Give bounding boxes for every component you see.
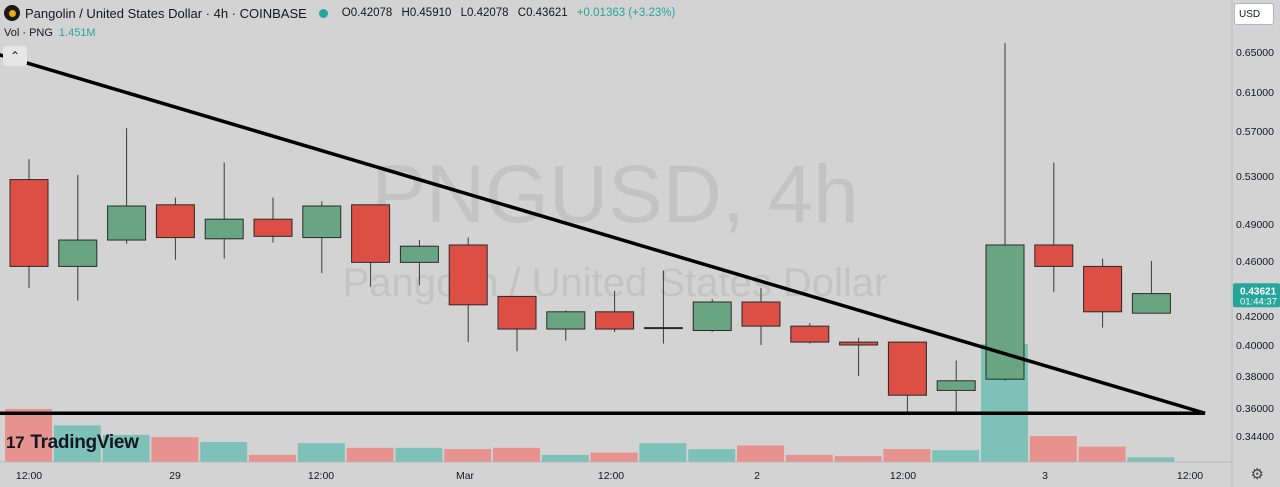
market-status-icon[interactable] [318,8,328,18]
volume-bar [1029,436,1077,462]
time-tick-label: 12:00 [890,470,916,482]
coin-logo-icon [4,5,20,21]
time-tick-label: Mar [456,470,475,482]
price-tick-label: 0.46000 [1236,256,1274,268]
candle-body [839,341,879,346]
ohlc-values: O0.42078 H0.45910 L0.42078 C0.43621 +0.0… [342,7,682,19]
symbol-title[interactable]: Pangolin / United States Dollar · 4h · C… [25,5,307,21]
volume-bar [102,434,150,462]
price-tick-label: 0.61000 [1236,87,1274,99]
price-axis-panel [1232,0,1280,487]
volume-bar [834,456,882,462]
watermark-symbol: PNGUSD, 4h [371,149,859,240]
candle-body [546,311,586,330]
candle-body [741,301,781,327]
tradingview-logo[interactable]: 17 TradingView [6,432,139,454]
current-price-badge [1233,283,1280,308]
chart-header: Pangolin / United States Dollar · 4h · C… [0,0,681,26]
time-tick-label: 2 [754,470,760,482]
volume-bar [541,454,589,462]
candle-body [692,301,732,331]
time-tick-label: 12:00 [308,470,334,482]
price-tick-label: 0.42000 [1236,311,1274,323]
volume-value: 1.451M [58,27,96,39]
candle-body [155,204,195,239]
time-tick-label: 12:00 [16,470,42,482]
candle-body [399,245,439,263]
volume-bar [53,425,101,462]
currency-label: USD [1239,8,1261,20]
volume-bar [346,447,394,462]
low-value: L0.42078 [460,7,509,19]
candle-body [595,311,635,330]
candle-body [1034,244,1074,267]
volume-bar [151,437,199,462]
price-tick-label: 0.49000 [1236,219,1274,231]
candle-body [351,204,391,263]
candle-body [9,179,49,267]
candle-body [58,239,98,267]
high-value: H0.45910 [401,7,452,19]
volume-bar [395,447,443,462]
volume-bar [1127,457,1175,462]
price-tick-label: 0.65000 [1236,47,1274,59]
candle-body [790,325,830,343]
candle-body [302,205,342,239]
price-tick-label: 0.38000 [1236,371,1274,383]
candle-body [643,327,683,330]
volume-bar [200,441,248,462]
change-value: +0.01363 (+3.23%) [576,7,676,19]
volume-bar [737,445,784,462]
candle-body [448,244,488,306]
collapse-legend-button[interactable]: ⌃ [3,46,27,66]
time-tick-label: 29 [169,470,181,482]
price-tick-label: 0.34400 [1236,431,1274,443]
settings-gear-icon[interactable]: ⚙ [1250,466,1264,483]
countdown-label: 01:44:37 [1240,296,1277,307]
volume-bar [883,449,931,462]
time-tick-label: 12:00 [598,470,624,482]
trendline [0,53,1206,415]
price-tick-label: 0.57000 [1236,126,1274,138]
volume-bar [444,449,492,462]
candle-body [497,295,537,330]
volume-bar [249,454,296,462]
price-tick-label: 0.40000 [1236,340,1274,352]
volume-bar [297,443,345,462]
price-tick-label: 0.36000 [1236,403,1274,415]
volume-bar [785,454,833,462]
candle-body [253,218,293,237]
candle-body [107,205,147,241]
current-price-label: 0.43621 [1240,286,1277,297]
volume-bar [493,447,540,462]
time-tick-label: 12:00 [1177,470,1203,482]
volume-label: Vol · PNG [4,27,53,39]
candle-body [887,341,927,396]
candle-body [204,218,244,240]
brand-name: TradingView [30,432,139,453]
currency-selector[interactable]: USD [1234,3,1274,25]
candle-body [1083,265,1123,313]
candle-body [1131,293,1171,314]
price-tick-label: 0.53000 [1236,171,1274,183]
volume-bar [932,450,980,462]
volume-bar [639,443,687,462]
volume-bar [1078,446,1126,462]
candle-body [936,380,976,391]
volume-bar [590,452,638,462]
close-value: C0.43621 [517,7,568,19]
time-tick-label: 3 [1042,470,1048,482]
tradingview-mark-icon: 17 [6,433,25,452]
volume-legend: Vol · PNG 1.451M [4,27,96,39]
volume-bar [5,408,52,462]
open-value: O0.42078 [341,7,393,19]
volume-bar [688,449,736,462]
